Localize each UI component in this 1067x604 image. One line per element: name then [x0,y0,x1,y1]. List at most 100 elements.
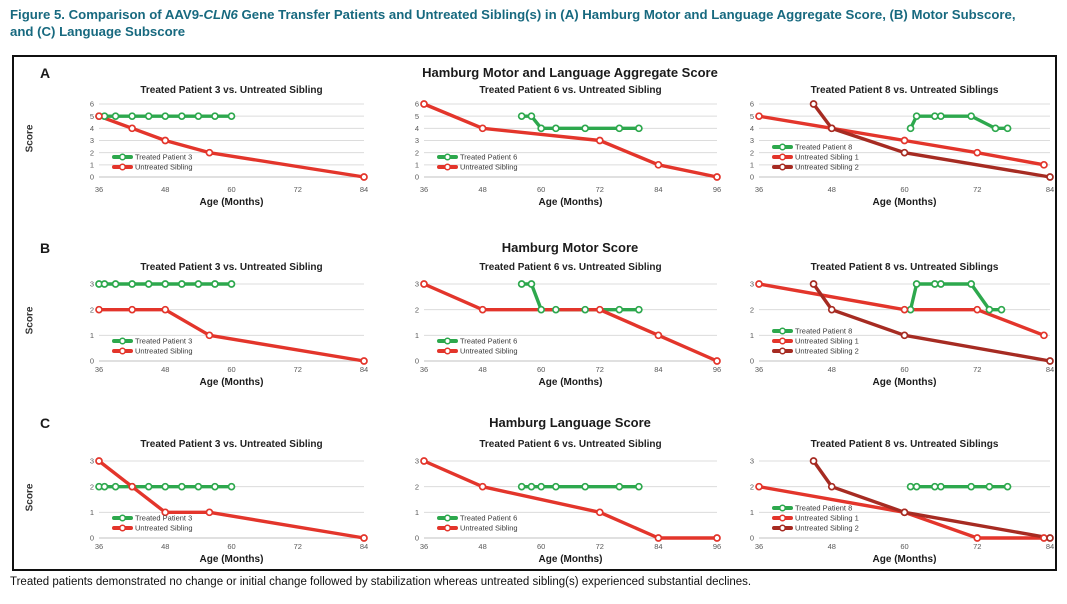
chart-subtitle: Treated Patient 8 vs. Untreated Siblings [810,85,999,96]
data-point-marker [900,305,909,314]
y-axis-label: Score [24,483,36,511]
y-tick-label: 0 [415,534,419,543]
chart-a3: 0 1 2 3 4 5 6 36 48 60 72 84 Age (Months) Treated Pat… [750,100,1054,208]
y-tick-label: 5 [750,112,754,121]
x-tick-label: 60 [900,185,908,194]
chart-c1: 0 1 2 3 36 48 60 72 84 Age (Months) Treated Patien… [90,457,368,565]
y-tick-label: 4 [750,124,754,133]
chart-c2: 0 1 2 3 36 48 60 72 84 96 Age (Months) Treated Pati… [415,457,721,565]
data-point-marker [1003,124,1012,133]
x-tick-label: 60 [227,365,235,374]
legend-label: Treated Patient 6 [460,337,517,346]
legend-swatch-marker [119,524,126,532]
x-tick-label: 36 [420,542,428,551]
data-point-marker [552,482,560,491]
data-point-marker [128,482,136,491]
chart-c3: 0 1 2 3 36 48 60 72 84 Age (Months) Treated Patien… [750,457,1054,565]
x-tick-label: 48 [828,365,836,374]
data-point-marker [128,305,136,314]
legend-swatch-marker [119,163,126,171]
figure-caption: Treated patients demonstrated no change … [10,576,752,588]
legend-swatch-marker [779,327,786,335]
data-point-marker [177,112,186,121]
data-point-marker [595,305,604,314]
chart-b1: 0 1 2 3 36 48 60 72 84 Age (Months) Treated Patien… [90,280,368,388]
x-tick-label: 96 [713,185,721,194]
data-point-marker [111,280,120,288]
y-tick-label: 1 [415,160,419,169]
data-point-marker [973,534,982,542]
data-point-marker [161,112,170,121]
data-point-marker [937,280,945,288]
y-tick-label: 1 [90,331,94,340]
chart-b3: 0 1 2 3 36 48 60 72 84 Age (Months) Treated Patien… [750,280,1054,388]
y-tick-label: 2 [750,148,754,157]
legend-swatch-marker [444,153,451,161]
y-tick-label: 0 [90,357,94,366]
series-line [757,282,1046,338]
y-tick-label: 2 [90,305,94,314]
chart-subtitle: Treated Patient 6 vs. Untreated Sibling [479,262,662,273]
data-point-marker [1040,160,1048,169]
data-point-marker [809,457,818,465]
x-tick-label: 48 [478,365,486,374]
data-point-marker [967,482,976,491]
x-tick-label: 84 [360,542,368,551]
data-point-marker [930,280,939,288]
data-point-marker [111,482,120,491]
legend-swatch-marker [779,337,786,345]
y-tick-label: 3 [415,280,419,289]
data-point-marker [1040,534,1048,542]
data-point-marker [211,112,219,121]
legend-label: Untreated Sibling 2 [795,524,859,533]
x-tick-label: 84 [360,185,368,194]
y-tick-label: 0 [90,534,94,543]
figure-title-prefix: Figure 5. Comparison of AAV9- [10,7,204,22]
data-point-marker [517,280,526,288]
data-point-marker [1040,331,1048,340]
legend-swatch-marker [779,524,786,532]
data-point-marker [1046,534,1054,542]
legend-swatch-marker [779,347,786,355]
y-tick-label: 0 [750,534,754,543]
data-point-marker [635,124,643,133]
x-tick-label: 60 [537,185,545,194]
chart-subtitle: Treated Patient 6 vs. Untreated Sibling [479,439,662,450]
y-axis-label: Score [24,124,36,152]
x-tick-label: 48 [478,542,486,551]
x-axis-label: Age (Months) [539,197,603,208]
x-axis-label: Age (Months) [539,554,603,565]
data-point-marker [1003,482,1012,491]
y-tick-label: 0 [750,357,754,366]
figure-title: Figure 5. Comparison of AAV9-CLN6 Gene T… [10,6,1020,41]
data-point-marker [985,482,994,491]
x-tick-label: 36 [95,185,103,194]
legend-swatch-marker [119,153,126,161]
legend-swatch-marker [444,163,451,171]
y-tick-label: 2 [750,482,754,491]
data-point-marker [360,357,368,365]
data-point-marker [809,280,818,288]
data-point-marker [967,280,976,288]
legend-label: Untreated Sibling [135,163,193,172]
x-tick-label: 60 [537,365,545,374]
data-point-marker [912,112,921,121]
data-point-marker [161,136,170,145]
x-tick-label: 60 [227,185,235,194]
chart-subtitle: Treated Patient 6 vs. Untreated Sibling [479,85,662,96]
data-point-marker [144,112,153,121]
legend-swatch-marker [779,504,786,512]
data-point-marker [991,124,1000,133]
legend-label: Untreated Sibling [460,163,518,172]
data-point-marker [615,482,624,491]
data-point-marker [713,534,721,542]
y-tick-label: 1 [90,160,94,169]
x-tick-label: 72 [294,542,302,551]
legend-label: Treated Patient 8 [795,504,852,513]
data-point-marker [211,280,219,288]
chart-subtitle: Treated Patient 3 vs. Untreated Sibling [140,85,323,96]
y-tick-label: 4 [90,124,94,133]
y-tick-label: 4 [415,124,419,133]
x-tick-label: 48 [478,185,486,194]
data-point-marker [930,482,939,491]
